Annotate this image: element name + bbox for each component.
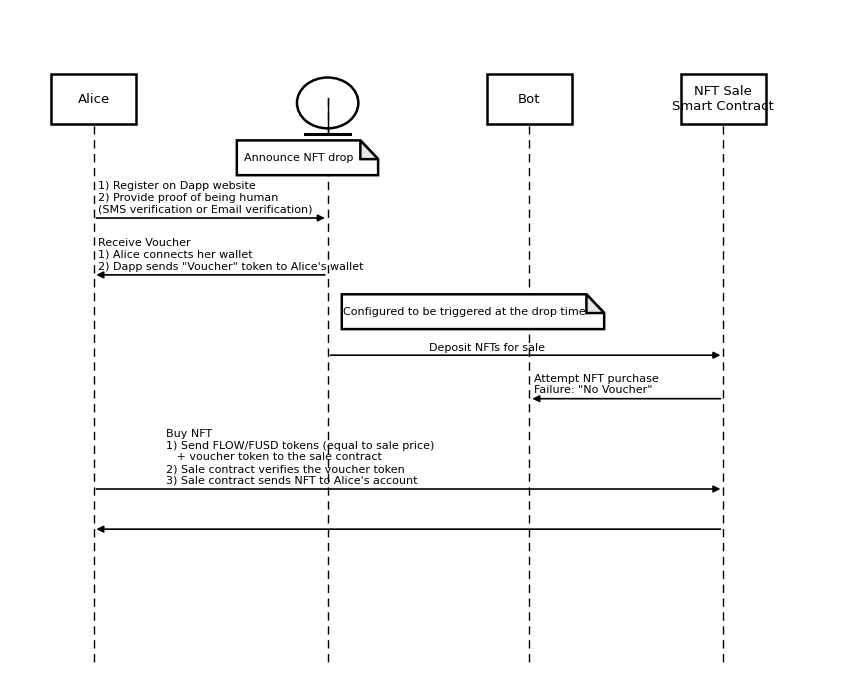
Polygon shape — [586, 294, 604, 313]
Text: Announce NFT drop: Announce NFT drop — [244, 153, 353, 163]
Text: NFT Sale
Smart Contract: NFT Sale Smart Contract — [673, 85, 774, 113]
Text: Attempt NFT purchase
Failure: "No Voucher": Attempt NFT purchase Failure: "No Vouche… — [533, 374, 659, 395]
Polygon shape — [341, 294, 604, 329]
Bar — [681, 74, 765, 124]
Text: Buy NFT
1) Send FLOW/FUSD tokens (equal to sale price)
   + voucher token to the: Buy NFT 1) Send FLOW/FUSD tokens (equal … — [167, 429, 435, 486]
Text: Deposit NFTs for sale: Deposit NFTs for sale — [429, 343, 545, 353]
Text: 1) Register on Dapp website
2) Provide proof of being human
(SMS verification or: 1) Register on Dapp website 2) Provide p… — [98, 181, 312, 215]
Polygon shape — [237, 140, 378, 175]
Bar — [487, 74, 572, 124]
Bar — [51, 74, 136, 124]
Text: Alice: Alice — [77, 93, 109, 106]
Text: Bot: Bot — [518, 93, 541, 106]
Polygon shape — [360, 140, 378, 159]
Text: Configured to be triggered at the drop time: Configured to be triggered at the drop t… — [343, 307, 585, 316]
Text: Receive Voucher
1) Alice connects her wallet
2) Dapp sends "Voucher" token to Al: Receive Voucher 1) Alice connects her wa… — [98, 238, 363, 272]
Text: Dapp: Dapp — [310, 141, 346, 155]
